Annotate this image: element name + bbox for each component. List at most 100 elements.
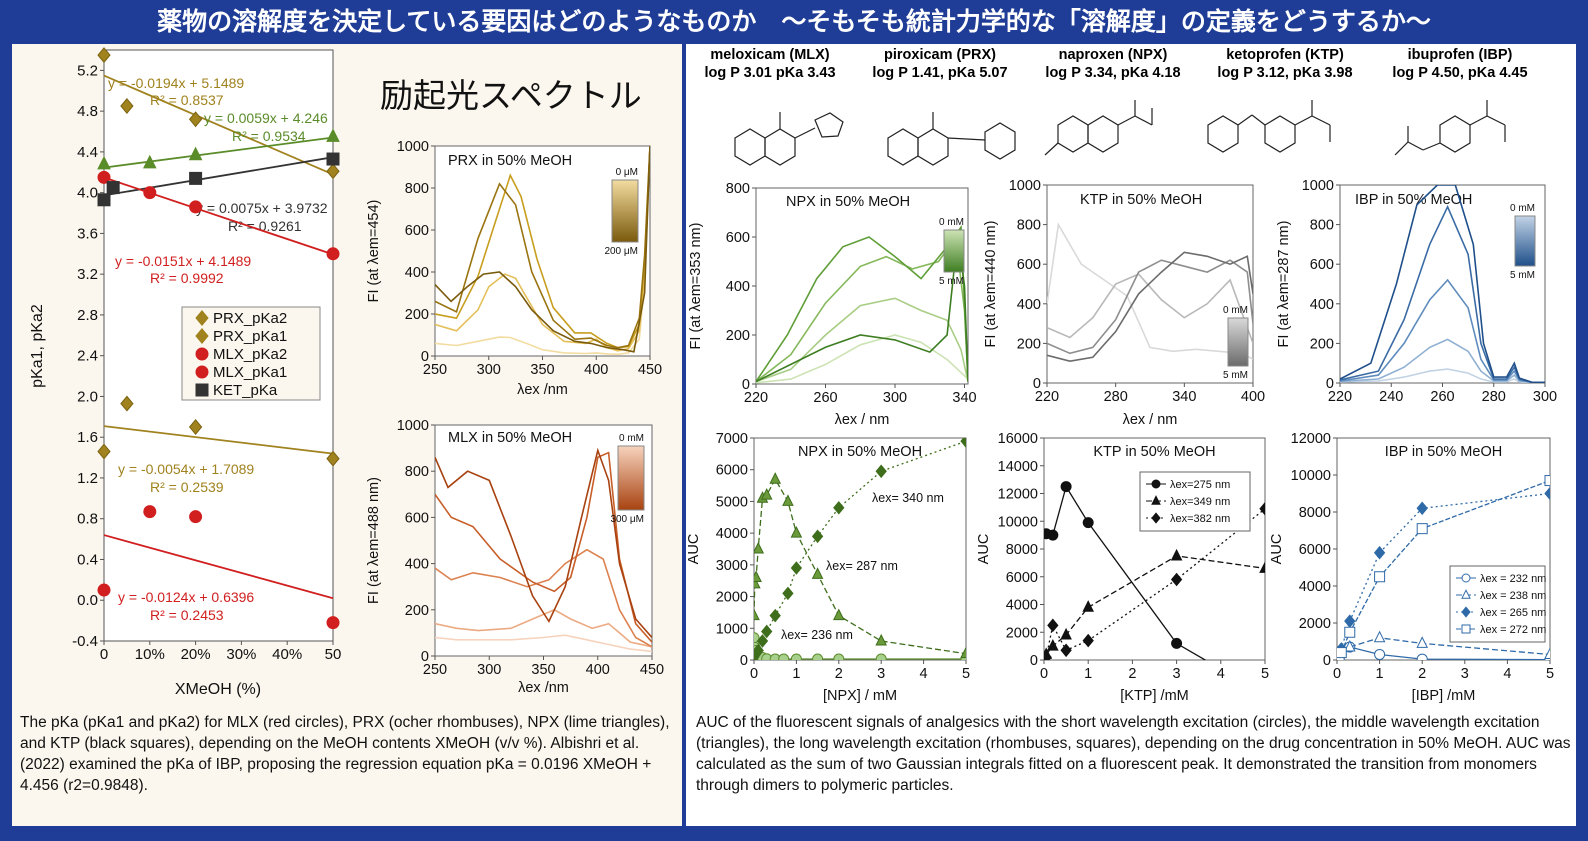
y-tick-label: 8000 [1299, 505, 1331, 521]
annotation-label: λex= 236 nm [781, 628, 853, 642]
data-point [143, 186, 157, 200]
trendline [103, 136, 334, 169]
data-point [790, 653, 802, 660]
structure-prx [887, 112, 1016, 166]
legend-label: λex = 232 nm [1480, 573, 1546, 585]
y-tick-label: 0.8 [77, 511, 98, 528]
data-point [195, 383, 209, 397]
y-tick-label: 2000 [1006, 625, 1038, 641]
y-tick-label: 0 [1030, 653, 1038, 669]
data-point [1047, 639, 1059, 651]
page-header: 薬物の溶解度を決定している要因はどのようなものか ～そもそも統計力学的な「溶解度… [0, 0, 1588, 43]
drug-label-ibp: ibuprofen (IBP) log P 4.50, pKa 4.45 [1385, 46, 1535, 82]
colorbar-top-label: 0 mM [1223, 305, 1248, 316]
spectrum-line [1340, 368, 1545, 383]
x-tick-label: 50 [325, 646, 342, 663]
charts-group: 0 10% 20% 30% 40% 50-0.40.00.40.81.21.62.02.4… [29, 47, 1557, 704]
x-tick-label: 300 [1533, 389, 1557, 405]
x-tick-label: 3 [1173, 666, 1181, 682]
y-tick-label: 600 [726, 230, 750, 246]
legend-label: λex = 238 nm [1480, 590, 1546, 602]
data-point [1060, 481, 1072, 493]
y-tick-label: 0 [1323, 653, 1331, 669]
spectrum-line [435, 634, 652, 653]
data-point [1373, 545, 1386, 560]
y-tick-label: 2.8 [77, 307, 98, 324]
data-point [1082, 517, 1094, 529]
spectrum-line [756, 234, 968, 383]
y-tick-label: 600 [405, 510, 429, 526]
chart-npx_auc: 0 1 2 3 4 5 0 1000 2000 3000 4000 5000 6000 7000 NPX i… [686, 431, 970, 704]
y-tick-label: 400 [726, 279, 750, 295]
series-ket-pka [97, 152, 340, 207]
data-point [1344, 626, 1356, 638]
x-tick-label: 340 [1172, 389, 1196, 405]
data-point [195, 328, 209, 344]
y-tick-label: 400 [1310, 297, 1334, 313]
data-point [1060, 627, 1072, 640]
x-axis-label: λex / nm [1123, 412, 1178, 428]
y-tick-label: 600 [1017, 257, 1041, 273]
drug-props: log P 3.34, pKa 4.18 [1045, 65, 1181, 81]
y-tick-label: 800 [1310, 218, 1334, 234]
y-tick-label: 0.4 [77, 551, 98, 568]
legend-label: MLX_pKa1 [213, 364, 287, 381]
y-tick-label: 1.2 [77, 470, 98, 487]
data-point [790, 561, 803, 575]
y-tick-label: 2000 [716, 590, 748, 606]
data-point [1461, 589, 1471, 599]
data-point [97, 155, 111, 170]
data-point [326, 247, 340, 261]
y-tick-label: 16000 [998, 431, 1038, 447]
x-tick-label: 30% [226, 646, 256, 663]
excitation-title: 励起光スペクトル [380, 77, 642, 114]
y-tick-label: 2000 [1299, 616, 1331, 632]
y-tick-label: 4000 [716, 526, 748, 542]
legend-label: MLX_pKa2 [213, 346, 287, 363]
chart-ktp_spec: 220 280 340 400 0 200 400 600 800 1000 KTP in 50% … [983, 178, 1265, 428]
drug-props: log P 4.50, pKa 4.45 [1392, 65, 1528, 81]
series-prx-pka2 [97, 47, 340, 180]
spectrum-line [1047, 259, 1253, 355]
trendline [103, 74, 334, 176]
y-axis-label: FI (at λem=488 nm) [366, 477, 382, 604]
x-axis-label: XMeOH (%) [175, 681, 261, 698]
data-point [1171, 637, 1183, 649]
spectrum-line [1047, 222, 1253, 360]
y-tick-label: 800 [405, 464, 429, 480]
chart-title: IBP in 50% MeOH [1355, 192, 1472, 208]
y-tick-label: 4.4 [77, 144, 98, 161]
left-caption: The pKa (pKa1 and pKa2) for MLX (red cir… [20, 714, 670, 794]
data-point [120, 395, 134, 412]
plot-area [753, 437, 967, 661]
x-tick-label: 2 [1418, 666, 1426, 682]
data-point [188, 146, 203, 161]
x-tick-label: 220 [1035, 389, 1059, 405]
data-point [97, 583, 111, 597]
trendline [103, 534, 334, 600]
data-point [875, 633, 888, 646]
series-lines [435, 447, 652, 653]
data-point [195, 347, 209, 361]
data-point [188, 111, 203, 128]
drug-name: ibuprofen (IBP) [1407, 47, 1513, 63]
spectrum-line [1047, 273, 1253, 344]
right-caption: AUC of the fluorescent signals of analge… [696, 714, 1571, 794]
data-point [97, 47, 111, 64]
x-tick-label: 4 [1503, 666, 1511, 682]
annotation-label: λex= 287 nm [826, 559, 898, 573]
data-point [1544, 647, 1550, 659]
y-tick-label: 600 [1310, 257, 1334, 273]
legend-label: λex=349 nm [1170, 496, 1230, 508]
data-point [1170, 572, 1183, 587]
spectrum-line [435, 608, 652, 648]
x-axis-label: [KTP] /mM [1120, 688, 1188, 704]
y-tick-label: 400 [405, 557, 429, 573]
y-axis-label: pKa1, pKa2 [29, 304, 46, 388]
chart-pka: 0 10% 20% 30% 40% 50 -0.4 0.0 0.4 0.8 1.2 1.6 2.0 2.4… [29, 47, 342, 698]
y-tick-label: 1000 [1009, 178, 1041, 194]
y-tick-label: 200 [405, 603, 429, 619]
x-tick-label: 3 [877, 666, 885, 682]
y-tick-label: 400 [405, 265, 429, 281]
chart-ibp_auc: 0 1 2 3 4 5 0 2000 4000 6000 8000 10000 12000 IBP in … [1269, 431, 1554, 704]
